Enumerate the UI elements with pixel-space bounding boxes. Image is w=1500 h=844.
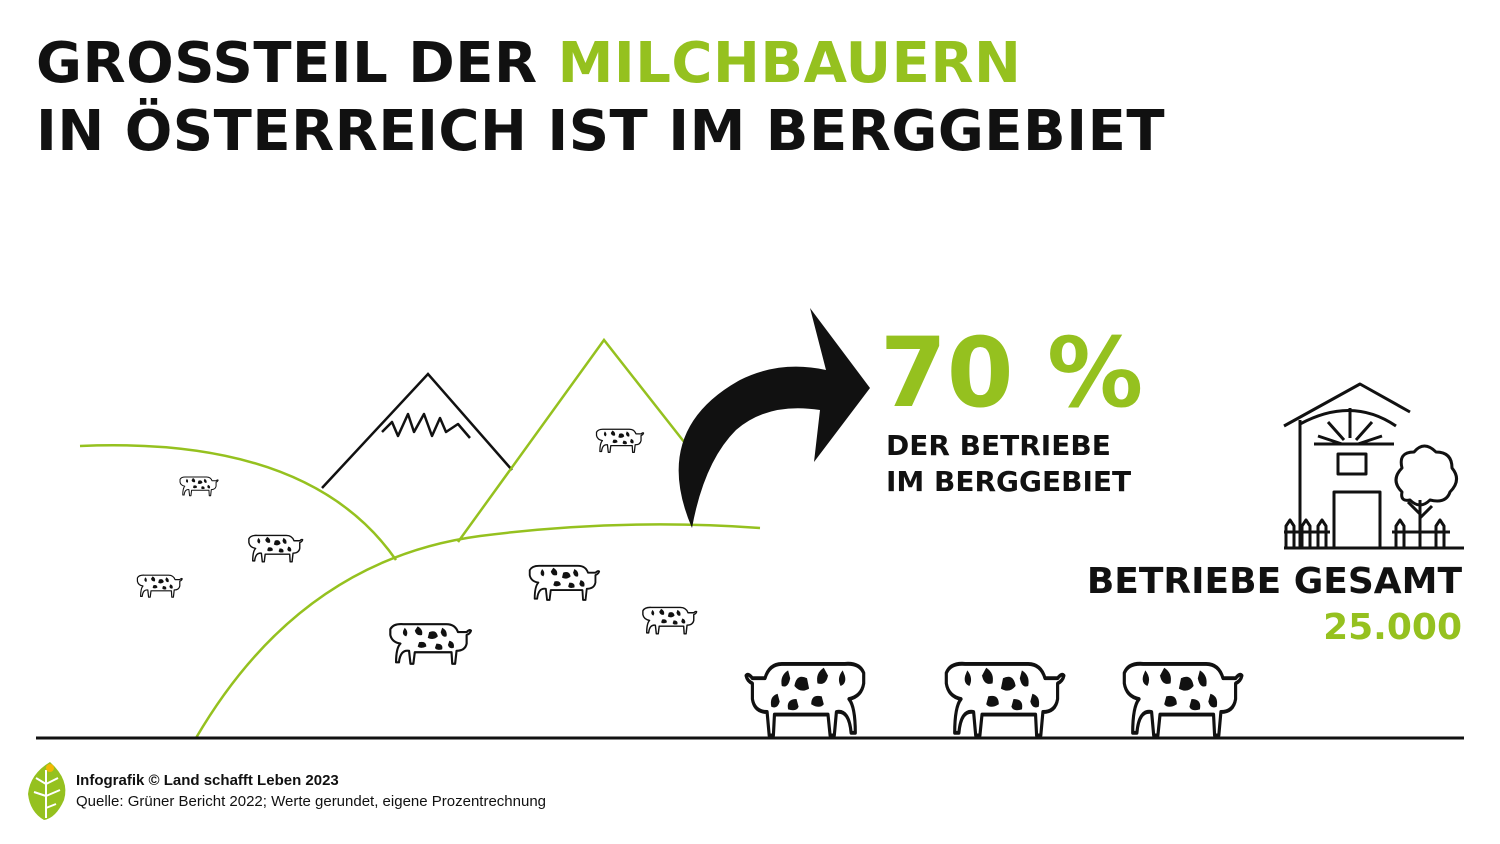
percent-value: 70 % bbox=[880, 317, 1144, 429]
caption-line1: DER BETRIEBE bbox=[886, 429, 1111, 462]
cow-icon bbox=[595, 428, 645, 453]
snow-cap bbox=[381, 412, 471, 439]
cow-icon bbox=[528, 564, 601, 601]
footer-credit: Infografik © Land schafft Leben 2023 bbox=[76, 772, 339, 789]
cow-icon bbox=[642, 606, 698, 635]
cow-icon bbox=[389, 623, 473, 665]
footer-source: Quelle: Grüner Bericht 2022; Werte gerun… bbox=[76, 793, 547, 810]
total-label: BETRIEBE GESAMT bbox=[1086, 561, 1462, 602]
cow-icon bbox=[248, 534, 304, 563]
cow-icon bbox=[1122, 661, 1244, 738]
arrow-icon bbox=[678, 308, 870, 528]
title-line2: IN ÖSTERREICH IST IM BERGGEBIET bbox=[36, 99, 1166, 164]
leaf-logo-icon bbox=[28, 762, 66, 820]
farm-house-icon bbox=[1283, 382, 1464, 550]
front-hill bbox=[194, 523, 761, 739]
caption-line2: IM BERGGEBIET bbox=[886, 465, 1132, 498]
title-highlight: MILCHBAUERN bbox=[557, 31, 1022, 96]
black-mountain bbox=[321, 372, 513, 489]
footer: Infografik © Land schafft Leben 2023 Que… bbox=[76, 770, 546, 812]
tree-icon bbox=[1394, 444, 1458, 548]
title-part1: GROSSTEIL DER bbox=[36, 31, 558, 96]
cow-icon bbox=[136, 574, 183, 598]
percent-caption: DER BETRIEBE IM BERGGEBIET bbox=[886, 428, 1131, 500]
page-title: GROSSTEIL DER MILCHBAUERN IN ÖSTERREICH … bbox=[36, 30, 1165, 166]
cow-icon bbox=[944, 661, 1066, 738]
green-mountain bbox=[456, 337, 693, 543]
cow-icon bbox=[744, 661, 866, 738]
cow-icon bbox=[179, 476, 219, 497]
left-hill bbox=[79, 444, 398, 561]
total-value: 25.000 bbox=[1323, 607, 1462, 648]
